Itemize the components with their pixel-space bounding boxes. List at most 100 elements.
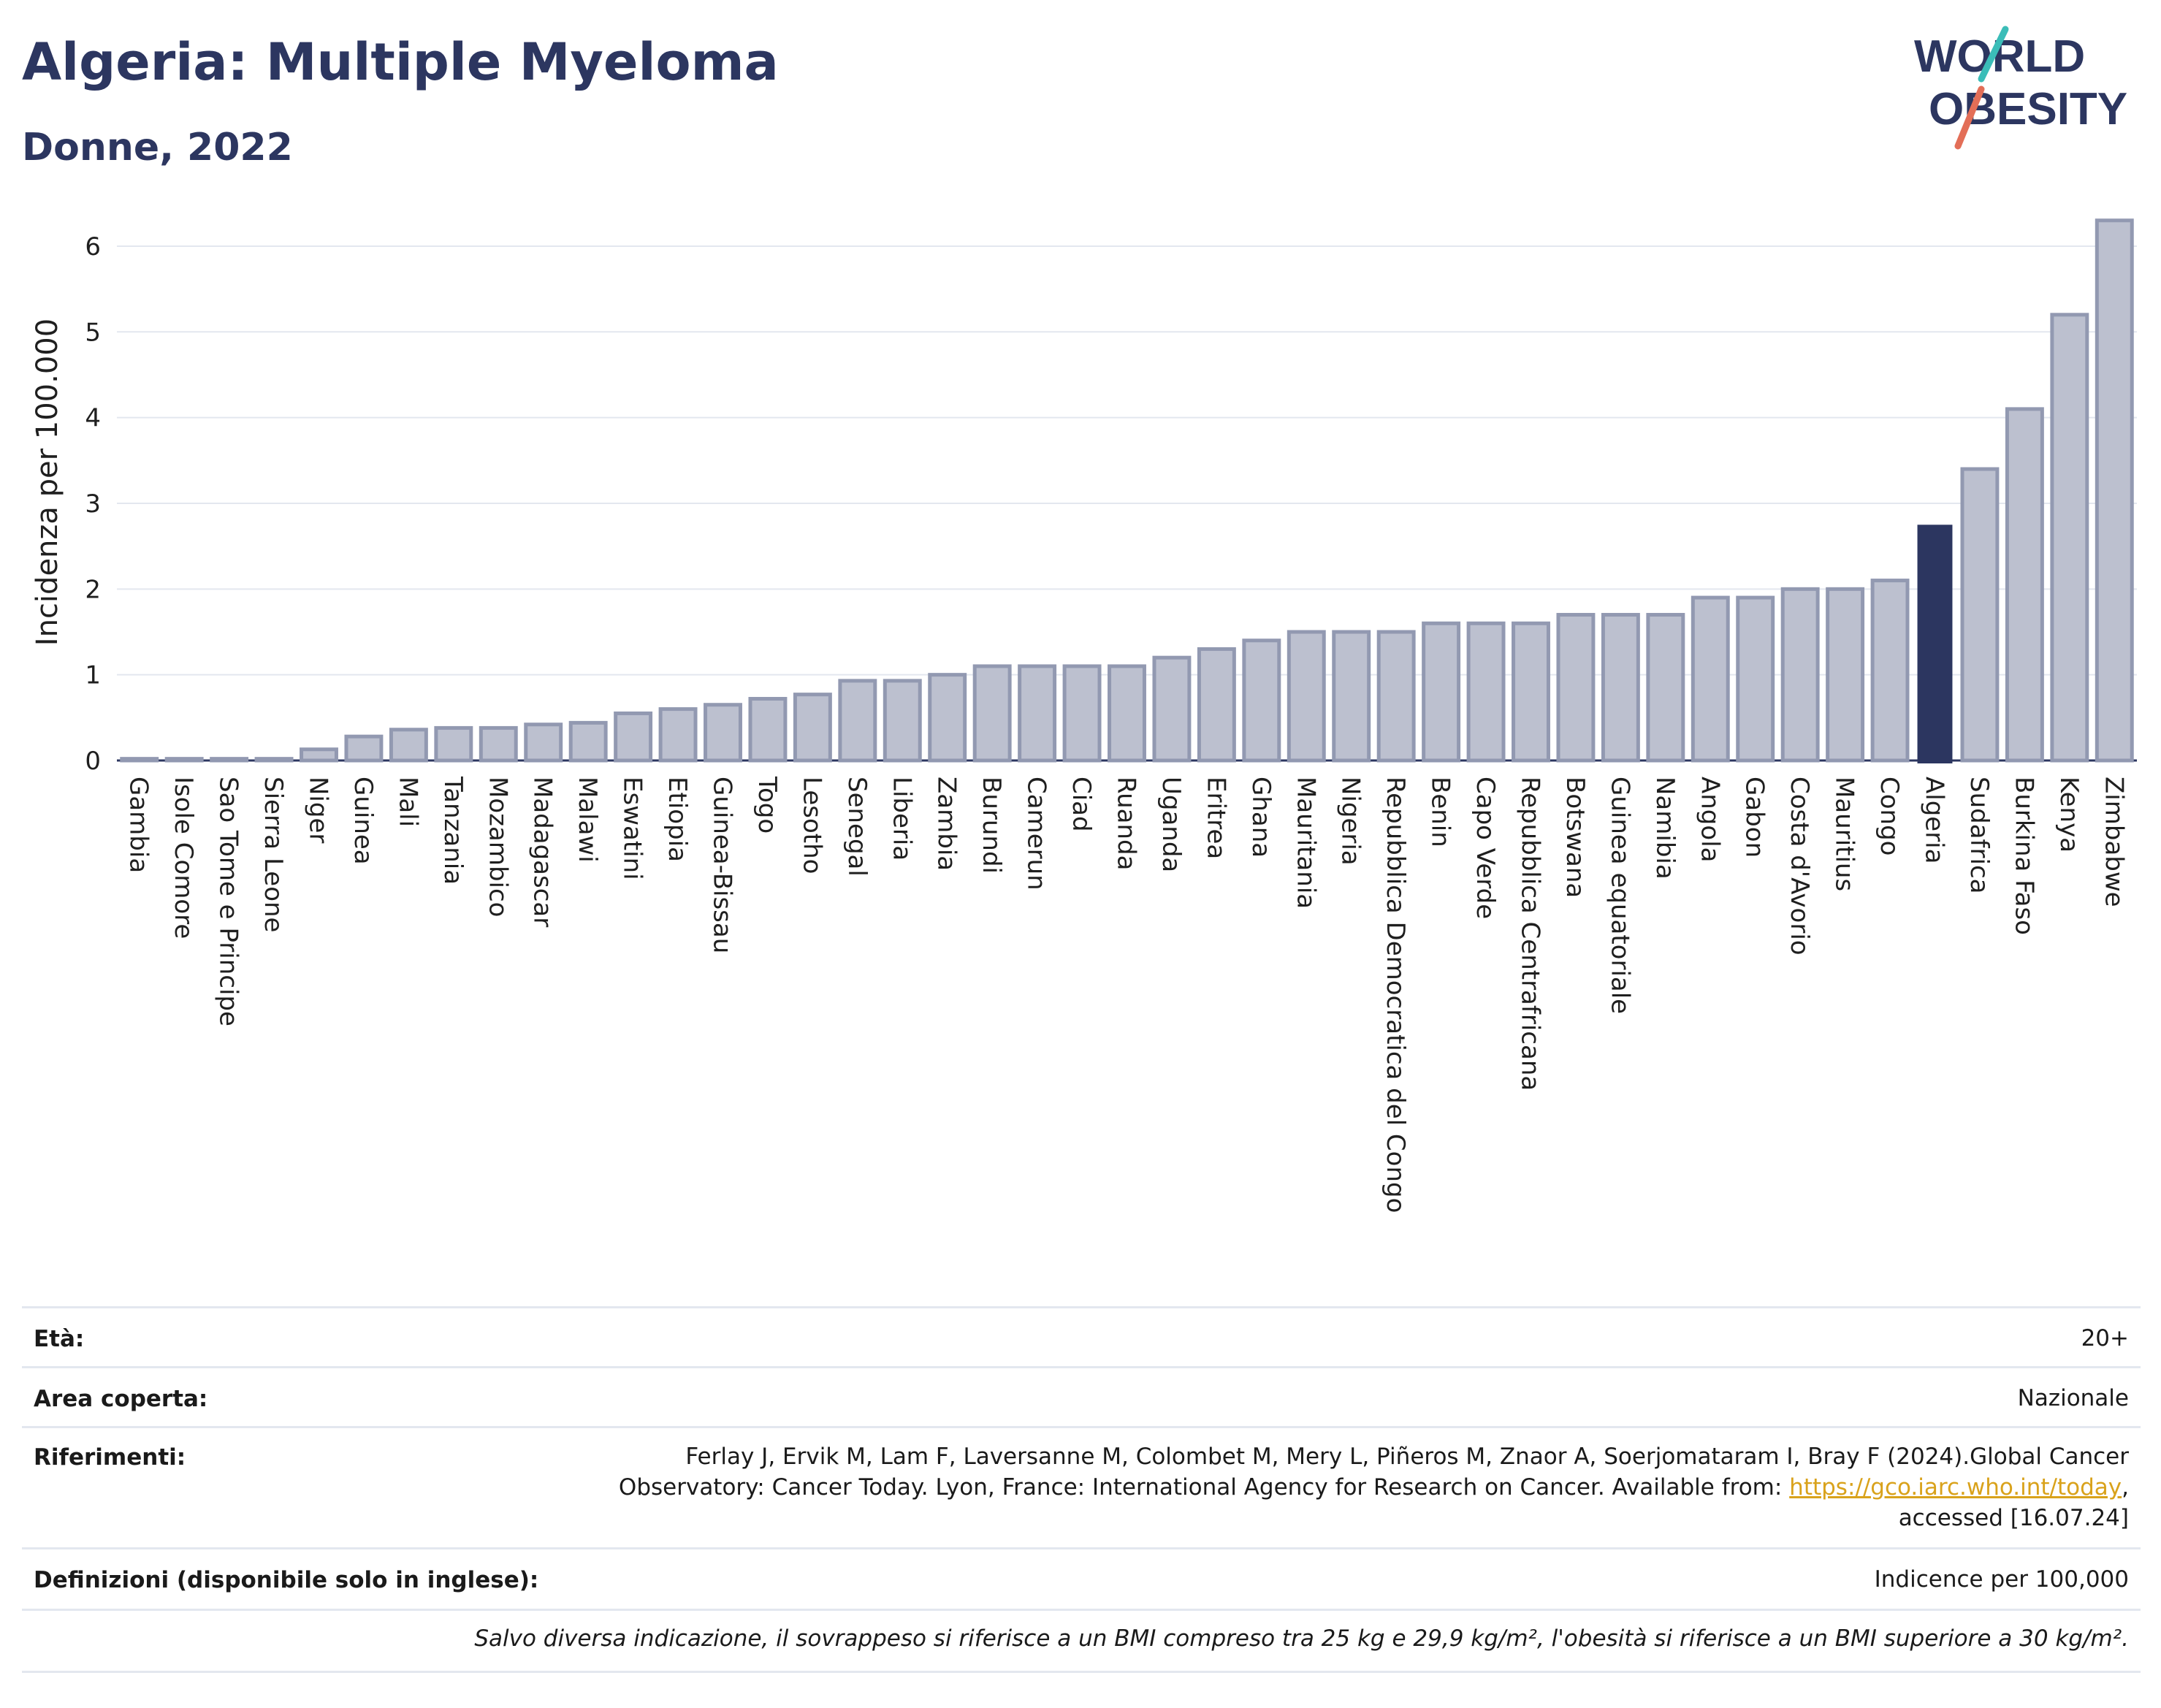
definizioni-label: Definizioni (disponibile solo in inglese… bbox=[34, 1567, 539, 1593]
bar-sierra-leone bbox=[254, 757, 294, 763]
logo-slash-coral bbox=[1954, 85, 1985, 150]
x-tick-label: Sudafrica bbox=[1964, 777, 1994, 893]
y-axis-label: Incidenza per 100.000 bbox=[31, 319, 64, 646]
bars-layer bbox=[120, 218, 2134, 763]
eta-label: Età: bbox=[34, 1326, 85, 1352]
riferimenti-label: Riferimenti: bbox=[34, 1444, 186, 1471]
riferimenti-line1: Ferlay J, Ervik M, Lam F, Laversanne M, … bbox=[685, 1444, 2129, 1470]
bar-sudafrica bbox=[1960, 467, 2000, 763]
bar-lesotho bbox=[793, 693, 832, 763]
x-tick-label: Ghana bbox=[1246, 777, 1276, 858]
x-tick-label: Angola bbox=[1695, 777, 1724, 862]
x-tick-label: Mauritius bbox=[1830, 777, 1859, 891]
x-tick-label: Botswana bbox=[1560, 777, 1590, 898]
bar-burundi bbox=[972, 664, 1012, 763]
bar-congo bbox=[1870, 579, 1910, 763]
bar-guinea-equatoriale bbox=[1601, 613, 1640, 763]
x-tick-label: Algeria bbox=[1920, 777, 1949, 863]
x-tick-label: Kenya bbox=[2054, 777, 2084, 853]
bar-niger bbox=[300, 747, 338, 763]
x-tick-label: Mozambico bbox=[483, 777, 512, 917]
x-tick-label: Eswatini bbox=[618, 777, 647, 880]
x-tick-label: Lesotho bbox=[797, 777, 826, 874]
y-tick-label: 6 bbox=[85, 232, 101, 262]
y-tick-label: 4 bbox=[85, 404, 101, 433]
y-tick-label: 3 bbox=[85, 489, 101, 519]
x-tick-label: Madagascar bbox=[528, 777, 557, 927]
x-tick-label: Camerun bbox=[1022, 777, 1051, 891]
x-tick-label: Gambia bbox=[124, 777, 153, 873]
x-tick-label: Togo bbox=[752, 776, 782, 834]
riferimenti-line2-end: , bbox=[2122, 1474, 2129, 1501]
x-tick-label: Sierra Leone bbox=[259, 777, 288, 932]
bar-tanzania bbox=[434, 725, 473, 763]
bar-togo bbox=[748, 697, 788, 763]
bar-uganda bbox=[1152, 655, 1192, 763]
bar-etiopia bbox=[658, 707, 698, 763]
bar-eritrea bbox=[1197, 647, 1236, 763]
row-definizioni: Definizioni (disponibile solo in inglese… bbox=[22, 1547, 2141, 1611]
bar-ghana bbox=[1242, 638, 1281, 763]
x-tick-label: Mauritania bbox=[1291, 777, 1320, 909]
bar-isole-comore bbox=[164, 757, 204, 763]
bar-eswatini bbox=[614, 711, 653, 763]
bar-repubblica-centrafricana bbox=[1512, 621, 1550, 763]
riferimenti-value: Ferlay J, Ervik M, Lam F, Laversanne M, … bbox=[619, 1441, 2129, 1533]
bar-gambia bbox=[120, 757, 159, 763]
x-tick-label: Namibia bbox=[1650, 777, 1680, 880]
x-tick-label: Zimbabwe bbox=[2099, 777, 2128, 907]
x-tick-label: Ciad bbox=[1067, 777, 1096, 832]
x-tick-label: Repubblica Democratica del Congo bbox=[1381, 777, 1410, 1213]
x-tick-label: Malawi bbox=[573, 777, 602, 863]
area-value: Nazionale bbox=[2017, 1385, 2129, 1411]
bar-namibia bbox=[1646, 613, 1685, 763]
x-tick-label: Niger bbox=[304, 777, 333, 843]
bar-costa-d-avorio bbox=[1780, 587, 1820, 763]
x-tick-label: Capo Verde bbox=[1471, 777, 1500, 919]
x-tick-label: Repubblica Centrafricana bbox=[1516, 777, 1545, 1091]
bar-senegal bbox=[838, 679, 877, 763]
logo-slash-teal bbox=[1978, 26, 2009, 83]
x-tick-label: Nigeria bbox=[1336, 777, 1365, 866]
row-note: Salvo diversa indicazione, il sovrappeso… bbox=[22, 1609, 2141, 1673]
bar-madagascar bbox=[524, 723, 563, 763]
bar-liberia bbox=[883, 679, 922, 763]
bar-zimbabwe bbox=[2095, 218, 2134, 763]
x-tick-label: Tanzania bbox=[438, 776, 468, 885]
y-tick-label: 0 bbox=[85, 747, 101, 776]
x-tick-label: Sao Tome e Principe bbox=[214, 777, 243, 1026]
bar-mali bbox=[389, 728, 428, 763]
x-tick-label: Burkina Faso bbox=[2009, 777, 2038, 935]
world-obesity-logo: WORLD OBESITY bbox=[1914, 26, 2127, 150]
page-subtitle: Donne, 2022 bbox=[22, 126, 293, 169]
eta-value: 20+ bbox=[2081, 1325, 2129, 1351]
x-tick-label: Uganda bbox=[1156, 777, 1186, 872]
bar-malawi bbox=[568, 720, 608, 763]
x-tick-label: Mali bbox=[393, 777, 422, 827]
bar-algeria bbox=[1917, 525, 1953, 763]
bar-sao-tome-e-principe bbox=[210, 757, 249, 763]
bar-burkina-faso bbox=[2005, 407, 2044, 763]
bar-repubblica-democratica-del-congo bbox=[1376, 630, 1416, 763]
bmi-note: Salvo diversa indicazione, il sovrappeso… bbox=[474, 1625, 2129, 1652]
bar-guinea bbox=[344, 734, 384, 763]
tick-labels-layer: 0 1 2 3 4 5 6 Gambia Isole Comore Sao Tome e Prin… bbox=[85, 232, 2128, 1213]
riferimenti-line3: accessed [16.07.24] bbox=[1898, 1505, 2129, 1531]
logo-line2: OBESITY bbox=[1929, 84, 2127, 134]
gco-link[interactable]: https://gco.iarc.who.int/today bbox=[1789, 1474, 2122, 1501]
bar-chart: 0 1 2 3 4 5 6 Gambia Isole Comore Sao Tome e Prin… bbox=[31, 218, 2137, 1213]
x-tick-label: Isole Comore bbox=[169, 777, 198, 939]
row-area: Area coperta: Nazionale bbox=[22, 1366, 2141, 1428]
bar-kenya bbox=[2050, 313, 2089, 763]
bar-mauritius bbox=[1826, 587, 1865, 763]
x-tick-label: Ruanda bbox=[1112, 777, 1141, 870]
x-tick-label: Guinea equatoriale bbox=[1605, 777, 1634, 1014]
bar-ciad bbox=[1062, 664, 1102, 763]
bar-mauritania bbox=[1287, 630, 1326, 763]
x-tick-label: Guinea bbox=[348, 777, 378, 865]
x-tick-label: Zambia bbox=[932, 777, 961, 871]
x-tick-label: Congo bbox=[1875, 777, 1904, 855]
x-tick-label: Senegal bbox=[842, 777, 872, 877]
bar-nigeria bbox=[1332, 630, 1371, 763]
x-tick-label: Benin bbox=[1426, 777, 1455, 847]
